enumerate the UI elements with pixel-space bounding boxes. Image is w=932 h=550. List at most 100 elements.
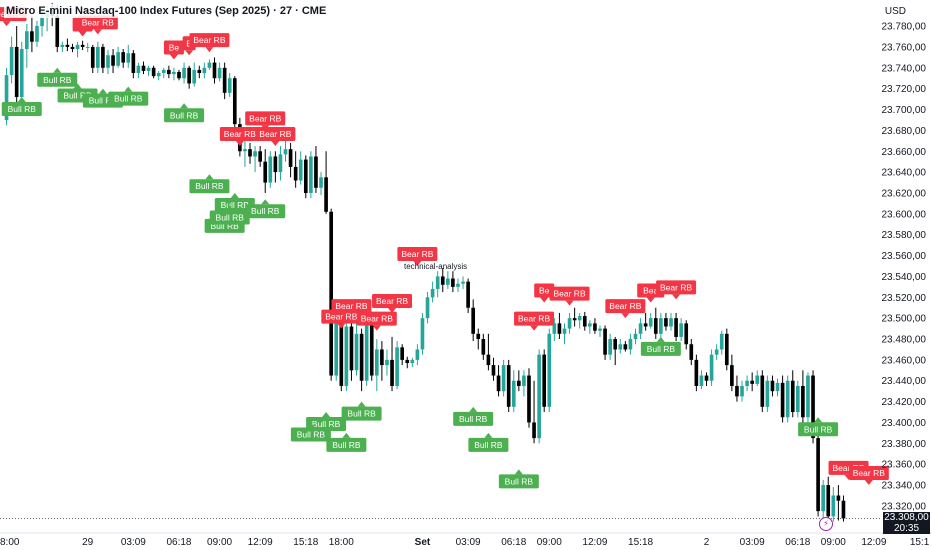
candle[interactable] <box>435 271 440 298</box>
candle[interactable] <box>146 65 151 77</box>
bear-rb-signal[interactable]: Bear RB <box>255 127 296 147</box>
bear-rb-signal[interactable]: Bear RB <box>397 247 438 266</box>
candle[interactable] <box>699 370 704 390</box>
candle[interactable] <box>248 142 252 164</box>
bull-rb-signal[interactable]: Bull RB <box>798 417 839 437</box>
candle[interactable] <box>542 349 547 413</box>
candle[interactable] <box>415 344 420 366</box>
candle[interactable] <box>309 151 313 199</box>
candle[interactable] <box>780 375 785 423</box>
candle[interactable] <box>207 59 212 70</box>
candle[interactable] <box>577 312 582 329</box>
candle[interactable] <box>735 375 739 402</box>
bear-rb-signal[interactable]: Bear RB <box>514 311 555 331</box>
candle[interactable] <box>344 318 349 392</box>
candle[interactable] <box>151 65 156 79</box>
candle[interactable] <box>4 67 9 126</box>
candle[interactable] <box>486 333 491 371</box>
bear-rb-signal[interactable]: Bear RB <box>189 33 230 53</box>
candle[interactable] <box>298 151 303 185</box>
candle[interactable] <box>633 328 638 345</box>
candle[interactable] <box>85 42 90 53</box>
bull-rb-signal[interactable]: Bull RB <box>326 432 367 452</box>
candle[interactable] <box>638 318 643 340</box>
candle[interactable] <box>192 62 197 87</box>
candle[interactable] <box>121 49 126 68</box>
candle[interactable] <box>111 49 115 74</box>
candle[interactable] <box>156 70 161 81</box>
candle[interactable] <box>263 149 268 193</box>
candle[interactable] <box>643 312 648 331</box>
candle[interactable] <box>517 370 521 392</box>
candle[interactable] <box>440 268 445 293</box>
candle[interactable] <box>745 375 749 392</box>
candle[interactable] <box>293 151 298 188</box>
candle[interactable] <box>795 380 800 418</box>
candle[interactable] <box>648 312 653 329</box>
candle[interactable] <box>506 359 511 413</box>
candle[interactable] <box>14 26 19 110</box>
candle[interactable] <box>60 41 65 53</box>
candle[interactable] <box>258 146 262 167</box>
bear-rb-signal[interactable]: Bear RB <box>848 466 889 486</box>
bear-rb-signal[interactable]: Be <box>163 40 184 60</box>
candle[interactable] <box>593 318 597 334</box>
candle[interactable] <box>719 330 724 355</box>
candle[interactable] <box>730 354 734 392</box>
bull-rb-signal[interactable]: Bull RB <box>108 86 149 106</box>
candle[interactable] <box>359 328 364 392</box>
candle[interactable] <box>405 356 410 369</box>
candle[interactable] <box>385 349 389 376</box>
candle[interactable] <box>669 312 673 331</box>
candle[interactable] <box>187 65 191 89</box>
lightning-icon[interactable]: ⚡ <box>819 517 833 531</box>
candle[interactable] <box>232 76 237 131</box>
candle[interactable] <box>760 370 765 413</box>
bull-rb-signal[interactable]: Bull RB <box>498 469 539 489</box>
candle[interactable] <box>724 328 729 371</box>
candle[interactable] <box>96 41 100 74</box>
candle[interactable] <box>740 380 744 402</box>
candle[interactable] <box>461 276 465 289</box>
candle[interactable] <box>319 172 323 196</box>
currency-label[interactable]: USD <box>884 6 906 17</box>
bear-rb-signal[interactable]: Bear RB <box>656 280 697 300</box>
bull-rb-signal[interactable]: Bull RB <box>189 174 230 194</box>
candle[interactable] <box>278 146 283 181</box>
candle[interactable] <box>65 38 70 52</box>
bull-rb-signal[interactable]: Bull RB <box>209 205 250 225</box>
candle[interactable] <box>684 320 689 350</box>
bear-rb-signal[interactable]: Bear RB <box>549 286 590 306</box>
candle[interactable] <box>101 43 105 74</box>
candle[interactable] <box>126 44 131 68</box>
bull-rb-signal[interactable]: Bull RB <box>290 422 331 442</box>
candle[interactable] <box>750 372 754 392</box>
candle[interactable] <box>141 61 146 75</box>
candle[interactable] <box>653 307 658 340</box>
candle[interactable] <box>709 349 714 386</box>
candle[interactable] <box>75 41 80 58</box>
bull-rb-signal[interactable]: Bull RB <box>640 336 681 356</box>
bear-rb-signal[interactable]: Bear RB <box>356 311 397 331</box>
candle[interactable] <box>161 67 166 79</box>
candle[interactable] <box>24 23 29 68</box>
candle[interactable] <box>374 339 379 392</box>
candle[interactable] <box>202 62 207 79</box>
candle[interactable] <box>30 15 34 53</box>
bull-rb-signal[interactable]: Bull RB <box>468 432 509 452</box>
candle[interactable] <box>451 271 455 293</box>
candle[interactable] <box>598 325 602 337</box>
candle[interactable] <box>562 323 567 345</box>
candle[interactable] <box>167 65 171 79</box>
candle[interactable] <box>354 323 359 376</box>
candle[interactable] <box>659 312 663 340</box>
candle[interactable] <box>557 312 562 340</box>
candle[interactable] <box>217 62 222 82</box>
bull-rb-signal[interactable]: Bull RB <box>37 67 78 87</box>
candle[interactable] <box>430 281 435 303</box>
candle[interactable] <box>222 62 227 100</box>
bull-rb-signal[interactable]: Bull RB <box>453 406 494 426</box>
candle[interactable] <box>106 50 110 75</box>
time-axis[interactable]: 8:00 29 03:09 06:18 09:00 12:09 15:18 18:00 Set 0… <box>0 532 932 548</box>
